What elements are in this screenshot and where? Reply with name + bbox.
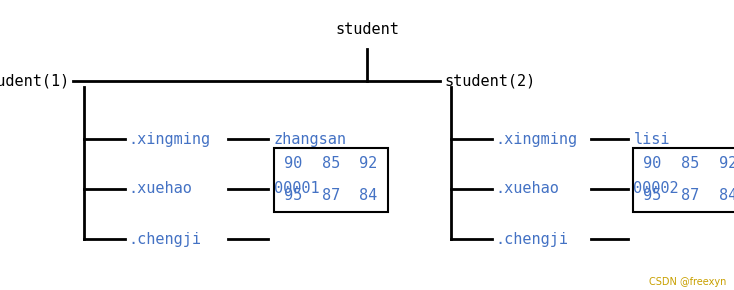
- Text: 85: 85: [321, 156, 340, 171]
- Text: 84: 84: [360, 188, 378, 203]
- Text: 92: 92: [360, 156, 378, 171]
- Text: .xingming: .xingming: [128, 132, 211, 147]
- Text: 84: 84: [719, 188, 734, 203]
- Text: 85: 85: [681, 156, 700, 171]
- Text: 87: 87: [321, 188, 340, 203]
- Text: 90: 90: [643, 156, 661, 171]
- Text: 92: 92: [719, 156, 734, 171]
- Text: 00001: 00001: [274, 181, 319, 196]
- Text: 95: 95: [283, 188, 302, 203]
- Text: lisi: lisi: [633, 132, 670, 147]
- Text: .xingming: .xingming: [495, 132, 578, 147]
- Text: .chengji: .chengji: [495, 232, 568, 247]
- Text: .chengji: .chengji: [128, 232, 201, 247]
- Text: 90: 90: [283, 156, 302, 171]
- Text: .xuehao: .xuehao: [495, 181, 559, 196]
- Text: .xuehao: .xuehao: [128, 181, 192, 196]
- Text: student: student: [335, 21, 399, 37]
- Text: 87: 87: [681, 188, 700, 203]
- Bar: [633, 148, 734, 212]
- Bar: [274, 148, 388, 212]
- Text: student(2): student(2): [444, 74, 535, 89]
- Text: 95: 95: [643, 188, 661, 203]
- Text: CSDN @freexyn: CSDN @freexyn: [650, 277, 727, 287]
- Text: 00002: 00002: [633, 181, 679, 196]
- Text: zhangsan: zhangsan: [274, 132, 346, 147]
- Text: student(1): student(1): [0, 74, 70, 89]
